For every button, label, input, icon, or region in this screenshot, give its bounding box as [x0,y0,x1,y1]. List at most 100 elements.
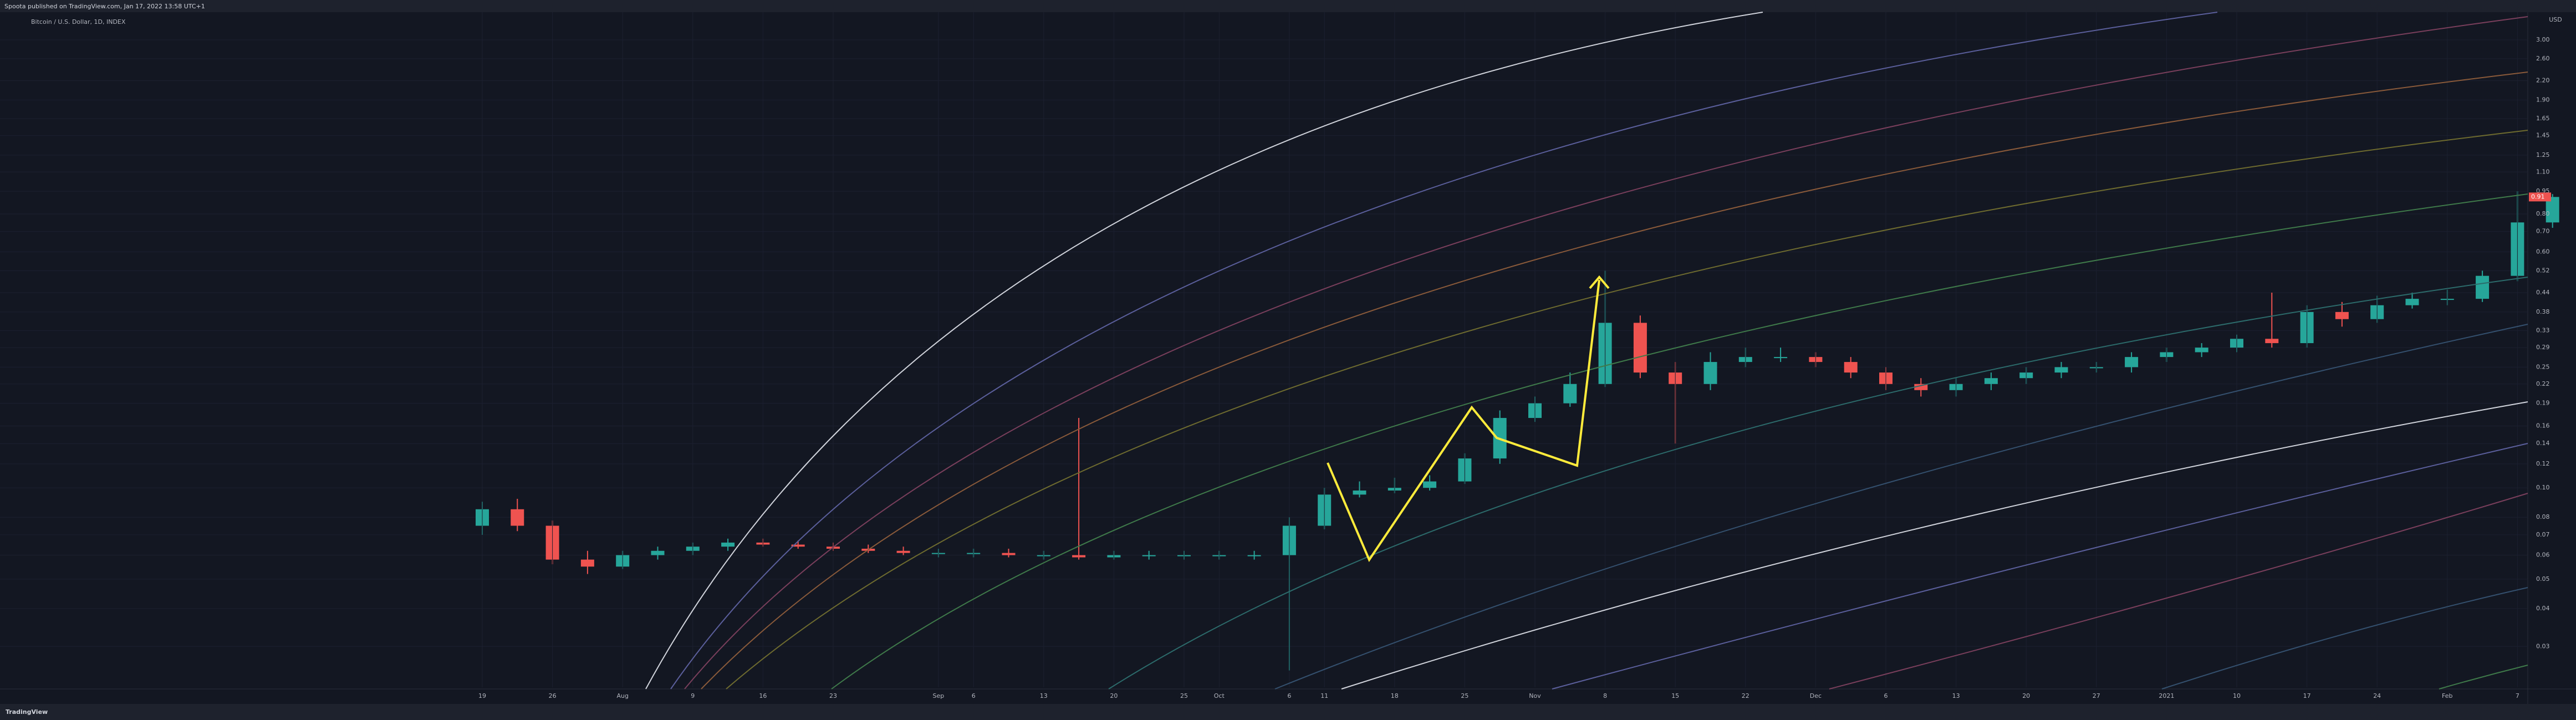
y-tick-label: 0.44 [2536,289,2550,296]
y-tick-label: 0.10 [2536,484,2550,491]
x-tick-label: Oct [1214,692,1225,699]
y-tick-label: 0.05 [2536,575,2550,583]
candle-body [896,550,910,553]
candle-body [721,542,735,547]
x-tick-label: 7 [2516,692,2519,699]
x-tick-label: Aug [616,692,628,699]
candle-body [1563,384,1577,404]
x-tick-label: 13 [1040,692,1048,699]
x-tick-label: 26 [549,692,557,699]
x-tick-label: 6 [972,692,976,699]
x-tick-label: Dec [1810,692,1822,699]
y-tick-label: 0.29 [2536,344,2550,351]
zigzag-drawing [1327,279,1600,563]
y-tick-label: 0.06 [2536,552,2550,559]
x-tick-label: Nov [1529,692,1541,699]
y-tick-label: 0.04 [2536,605,2550,612]
candle-body [651,550,665,555]
symbol-title: Bitcoin / U.S. Dollar, 1D, INDEX [31,18,126,25]
arc [1274,324,2528,690]
y-tick-label: 0.70 [2536,228,2550,235]
x-tick-label: 13 [1952,692,1960,699]
arc [831,193,2528,690]
candle-body [1984,378,1998,384]
candle-body [2265,339,2279,344]
x-tick-label: 19 [478,692,486,699]
x-tick-label: 16 [759,692,767,699]
x-tick-label: 6 [1287,692,1291,699]
plot [0,12,2559,687]
arc [1552,443,2528,690]
arc [2439,665,2528,690]
x-tick-label: 20 [2022,692,2030,699]
x-tick-label: 18 [1391,692,1399,699]
x-tick-label: Feb [2442,692,2452,699]
arc [726,130,2528,690]
y-tick-label: 0.12 [2536,460,2550,467]
x-tick-label: 10 [2233,692,2241,699]
published-text: Spoota published on TradingView.com, Jan… [4,3,205,10]
zigzag-arrow [1589,275,1610,289]
last-price-tag [2529,192,2551,202]
candle-body [1774,357,1788,359]
candle-body [1142,555,1156,556]
x-tick-label: 11 [1320,692,1328,699]
y-tick-label: 2.60 [2536,55,2550,62]
arc [2161,587,2528,690]
candle-body [1002,553,1016,555]
arc [1829,493,2528,690]
brand: TradingView [6,708,48,716]
y-tick-label: 0.52 [2536,267,2550,274]
candle-body [2125,357,2139,367]
y-tick-label: 0.38 [2536,308,2550,315]
y-tick-label: 1.25 [2536,151,2550,159]
y-tick-label: 0.08 [2536,513,2550,520]
top-bar [0,0,2576,12]
candle-body [1247,555,1261,556]
candle-body [1353,490,1366,495]
candle-body [1072,555,1086,558]
x-tick-label: 6 [1884,692,1888,699]
x-tick-label: 25 [1180,692,1188,699]
x-tick-label: 9 [691,692,695,699]
candle-body [1633,323,1647,373]
candle-body [2405,299,2419,305]
y-unit: USD [2549,16,2562,23]
y-tick-label: 0.14 [2536,440,2550,447]
x-tick-label: 17 [2303,692,2311,699]
x-tick-label: 22 [1742,692,1749,699]
y-tick-label: 3.00 [2536,36,2550,43]
x-tick-label: 27 [2093,692,2100,699]
x-tick-label: 8 [1603,692,1607,699]
y-tick-label: 0.16 [2536,422,2550,429]
candle-body [2476,275,2490,299]
candle-body [1844,362,1858,373]
candle-body [511,509,524,526]
last-price-label: 0.91 [2531,193,2545,200]
x-tick-label: 24 [2373,692,2381,699]
y-tick-label: 0.22 [2536,380,2550,387]
candle-body [1423,481,1437,488]
candle-body [2335,312,2349,319]
candle-body [1914,384,1928,390]
y-tick-label: 0.19 [2536,400,2550,407]
arc [1108,277,2528,690]
y-tick-label: 2.20 [2536,77,2550,84]
candle-body [791,544,805,547]
arc [670,12,2218,690]
y-tick-label: 1.45 [2536,132,2550,139]
fib-arcs [645,12,2528,690]
y-tick-label: 0.25 [2536,363,2550,370]
x-tick-label: 2021 [2159,692,2174,699]
bottom-bar [0,704,2576,720]
candle-body [580,559,594,567]
candle-body [2054,367,2068,373]
y-tick-label: 1.10 [2536,168,2550,175]
x-tick-label: 25 [1461,692,1468,699]
y-tick-label: 0.33 [2536,326,2550,334]
y-tick-label: 0.80 [2536,210,2550,217]
candle-body [2195,348,2208,353]
arc [1341,401,2528,690]
y-tick-label: 1.90 [2536,96,2550,103]
